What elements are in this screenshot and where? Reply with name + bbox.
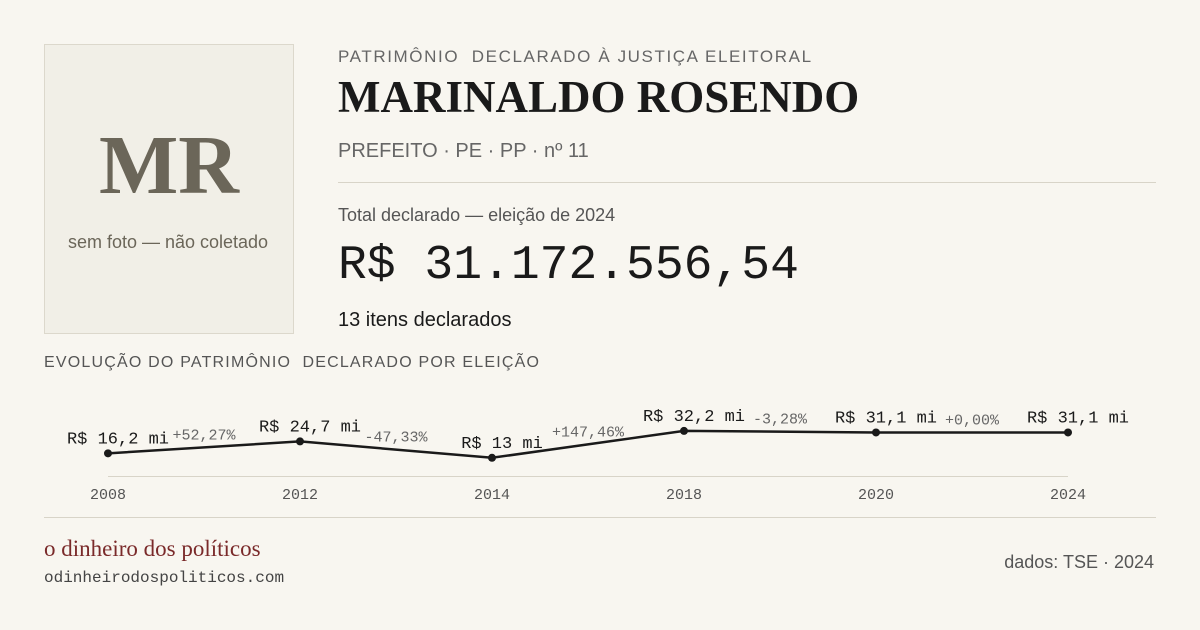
total-value: R$ 31.172.556,54 — [338, 239, 799, 293]
value-label: R$ 24,7 mi — [259, 418, 361, 437]
point — [680, 426, 688, 435]
point — [296, 437, 304, 446]
brand: o dinheiro dos políticos — [44, 536, 261, 561]
line — [107, 429, 1068, 460]
x-tick-label: 2014 — [474, 487, 510, 504]
x-tick-label: 2018 — [666, 487, 702, 504]
x-tick-label: 2008 — [90, 487, 126, 504]
value-label: R$ 31,1 mi — [835, 409, 937, 428]
value-label: R$ 32,2 mi — [643, 408, 745, 427]
change-label: +147,46% — [552, 424, 625, 441]
candidate-name: MARINALDO ROSENDO — [338, 72, 859, 122]
photo-box — [44, 44, 294, 334]
change-label: -47,33% — [364, 430, 428, 447]
point — [1064, 428, 1072, 437]
point — [872, 428, 880, 437]
value-label: R$ 16,2 mi — [67, 430, 169, 449]
change-label: -3,28% — [753, 412, 808, 429]
url: odinheirodospoliticos.com — [44, 569, 284, 587]
items-count: 13 itens declarados — [338, 309, 511, 331]
role: PREFEITO · PE · PP · nº 11 — [338, 140, 589, 162]
kicker: PATRIMÔNIO DECLARADO À JUSTIÇA ELEITORAL — [338, 47, 813, 66]
total-label: Total declarado — eleição de 2024 — [338, 205, 615, 225]
initials: MR — [99, 119, 240, 212]
point — [104, 449, 112, 458]
point — [488, 453, 496, 462]
value-label: R$ 13 mi — [461, 435, 543, 454]
chart-title: EVOLUÇÃO DO PATRIMÔNIO DECLARADO POR ELE… — [44, 351, 540, 371]
change-label: +52,27% — [172, 427, 236, 444]
photo-note: sem foto — não coletado — [68, 232, 268, 252]
change-label: +0,00% — [945, 412, 1000, 429]
x-tick-label: 2020 — [858, 487, 894, 504]
x-tick-label: 2024 — [1050, 487, 1086, 504]
x-tick-label: 2012 — [282, 487, 318, 504]
source: dados: TSE · 2024 — [1004, 552, 1154, 572]
plot: R$ 16,2 mi R$ 24,7 mi R$ 13 mi R$ 32,2 mi R$… — [67, 408, 1129, 504]
value-label: R$ 31,1 mi — [1027, 409, 1129, 428]
